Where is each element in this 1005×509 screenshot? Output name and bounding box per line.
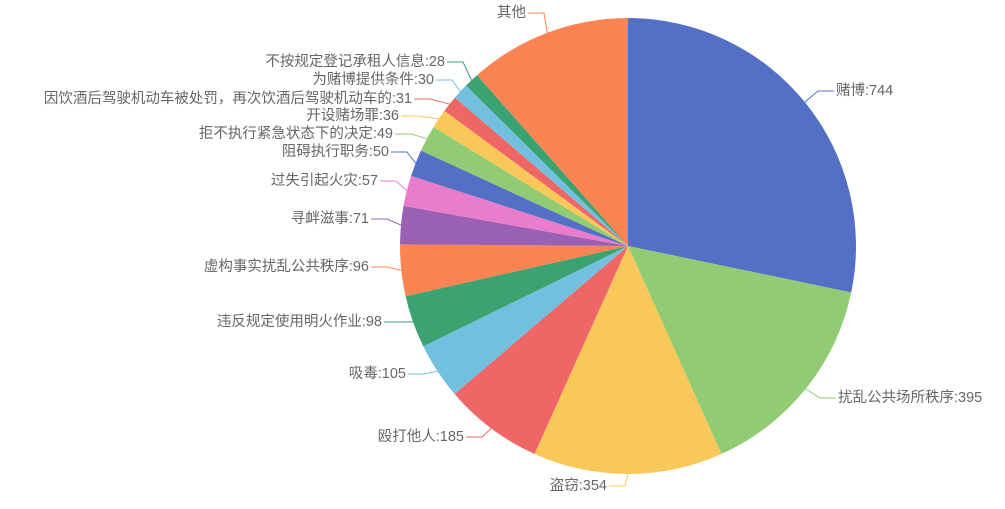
label-line-12 — [401, 115, 439, 120]
slice-label-13: 因饮酒后驾驶机动车被处罚，再次饮酒后驾驶机动车的:31 — [44, 90, 412, 107]
label-line-15 — [447, 61, 472, 81]
slice-label-6: 违反规定使用明火作业:98 — [217, 313, 382, 330]
label-line-5 — [408, 370, 438, 375]
label-line-4 — [466, 428, 492, 438]
label-line-1 — [804, 90, 834, 103]
label-line-8 — [371, 218, 402, 226]
label-line-7 — [371, 266, 402, 271]
pie-slices — [400, 18, 856, 475]
slice-label-14: 为赌博提供条件:30 — [312, 71, 434, 88]
pie-slice-7[interactable] — [400, 244, 628, 297]
label-line-2 — [805, 388, 836, 399]
slice-label-8: 寻衅滋事:71 — [291, 210, 369, 227]
pie-slice-2[interactable] — [628, 246, 852, 454]
pie-slice-16[interactable] — [477, 18, 628, 246]
pie-slice-8[interactable] — [400, 205, 628, 246]
label-line-14 — [436, 79, 461, 92]
slice-label-9: 过失引起火灾:57 — [271, 172, 378, 189]
slice-label-2: 扰乱公共场所秩序:395 — [838, 389, 982, 406]
slice-label-5: 吸毒:105 — [349, 365, 406, 382]
slice-label-7: 虚构事实扰乱公共秩序:96 — [204, 258, 369, 275]
pie-slice-10[interactable] — [411, 150, 628, 246]
slice-label-15: 不按规定登记承租人信息:28 — [265, 53, 445, 70]
slice-label-1: 赌博:744 — [836, 82, 893, 99]
slice-labels: 赌博:744 扰乱公共场所秩序:395 盗窃:354 殴打他人:185 吸毒:105 违反… — [44, 4, 982, 494]
pie-slice-3[interactable] — [534, 246, 722, 475]
slice-label-12: 开设赌场罪:36 — [306, 107, 399, 124]
label-line-10 — [391, 151, 417, 164]
slice-label-4: 殴打他人:185 — [378, 428, 464, 445]
pie-slice-13[interactable] — [444, 97, 628, 246]
pie-slice-1[interactable] — [628, 18, 856, 293]
pie-slice-9[interactable] — [403, 175, 628, 246]
pie-slice-5[interactable] — [423, 246, 628, 395]
label-line-3 — [609, 473, 629, 487]
slice-label-3: 盗窃:354 — [550, 477, 607, 494]
pie-slice-12[interactable] — [433, 110, 628, 246]
pie-slice-11[interactable] — [420, 127, 628, 246]
label-lines — [371, 12, 836, 487]
slice-label-10: 阻碍执行职务:50 — [282, 143, 389, 160]
pie-slice-15[interactable] — [466, 75, 628, 246]
pie-slice-14[interactable] — [454, 85, 628, 246]
label-line-16 — [528, 12, 548, 33]
pie-slice-4[interactable] — [454, 246, 628, 454]
slice-label-16: 其他 — [497, 4, 526, 21]
pie-slice-6[interactable] — [405, 246, 628, 347]
label-line-13 — [414, 98, 450, 105]
label-line-9 — [380, 180, 408, 192]
slice-label-11: 拒不执行紧急状态下的决定:49 — [199, 125, 393, 142]
label-line-11 — [395, 133, 428, 140]
